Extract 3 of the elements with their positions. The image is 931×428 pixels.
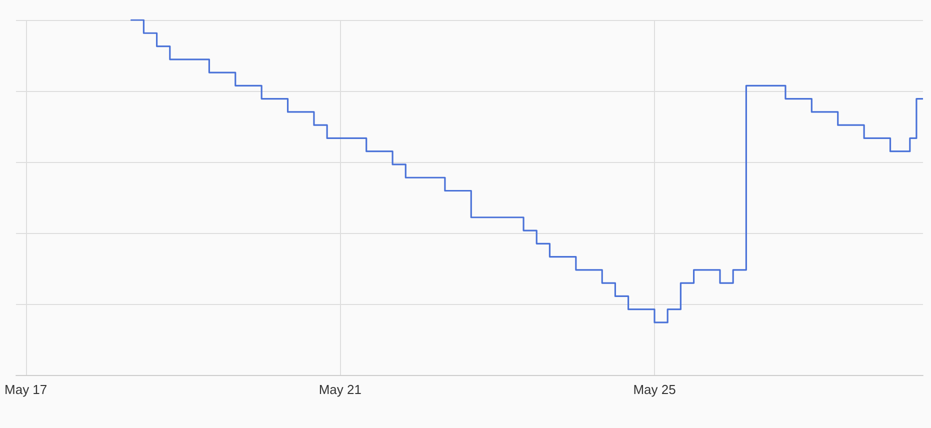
x-tick-label: May 25 <box>633 382 676 397</box>
x-tick-label: May 17 <box>4 382 48 397</box>
x-tick-label: May 21 <box>318 382 362 397</box>
